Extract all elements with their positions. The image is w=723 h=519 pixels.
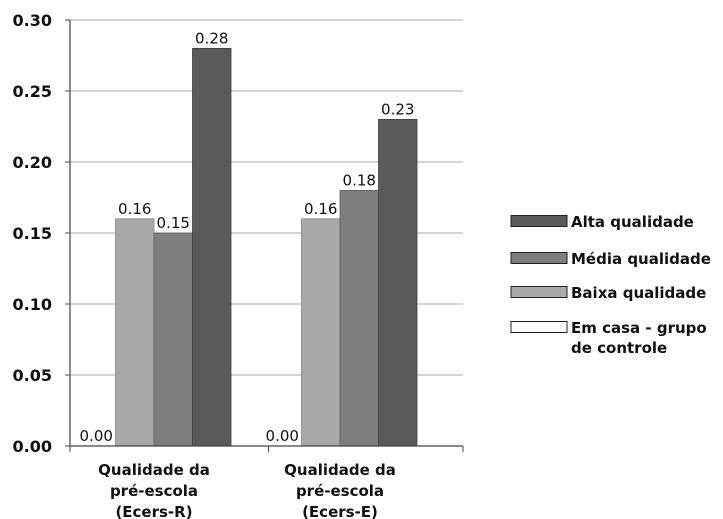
data-label: 0.23	[381, 100, 414, 118]
data-label: 0.00	[80, 427, 113, 445]
data-label: 0.15	[157, 214, 190, 232]
x-category-label: pré-escola	[296, 482, 384, 500]
bar	[192, 48, 232, 447]
bars	[115, 48, 418, 447]
x-category-label: Qualidade da	[98, 461, 210, 479]
bar	[301, 218, 341, 447]
legend-label: Em casa - grupo	[571, 319, 707, 337]
bar	[115, 218, 155, 447]
bar	[378, 119, 418, 447]
data-labels: 0.00 0.00 0.16 0.16 0.15 0.18 0.28 0.23	[80, 29, 415, 445]
y-tick-label: 0.15	[13, 224, 52, 243]
y-axis-ticks: 0.00 0.05 0.10 0.15 0.20 0.25 0.30	[13, 11, 70, 456]
x-category-label: (Ecers-E)	[302, 503, 378, 519]
data-label: 0.16	[304, 200, 337, 218]
x-category-label: (Ecers-R)	[115, 503, 192, 519]
data-label: 0.18	[343, 171, 376, 189]
legend: Alta qualidade Média qualidade Baixa quali…	[510, 213, 711, 357]
legend-swatch	[510, 252, 568, 264]
legend-label: Média qualidade	[571, 250, 711, 268]
legend-swatch	[510, 215, 568, 227]
bar	[153, 232, 193, 447]
x-category-label: Qualidade da	[284, 461, 396, 479]
data-label: 0.28	[195, 29, 228, 47]
data-label: 0.00	[266, 427, 299, 445]
y-tick-label: 0.10	[13, 295, 52, 314]
legend-swatch	[510, 286, 568, 298]
y-tick-label: 0.05	[13, 366, 52, 385]
legend-swatch	[510, 321, 568, 333]
axes	[69, 20, 464, 452]
y-tick-label: 0.00	[13, 437, 52, 456]
legend-label: de controle	[571, 339, 667, 357]
data-label: 0.16	[118, 200, 151, 218]
bar	[339, 189, 379, 447]
x-axis-categories: Qualidade da pré-escola (Ecers-R) Qualidade…	[98, 461, 396, 519]
y-tick-label: 0.20	[13, 153, 52, 172]
x-category-label: pré-escola	[110, 482, 198, 500]
y-tick-label: 0.25	[13, 82, 52, 101]
y-tick-label: 0.30	[13, 11, 52, 30]
legend-label: Baixa qualidade	[571, 284, 706, 302]
legend-label: Alta qualidade	[571, 213, 694, 231]
